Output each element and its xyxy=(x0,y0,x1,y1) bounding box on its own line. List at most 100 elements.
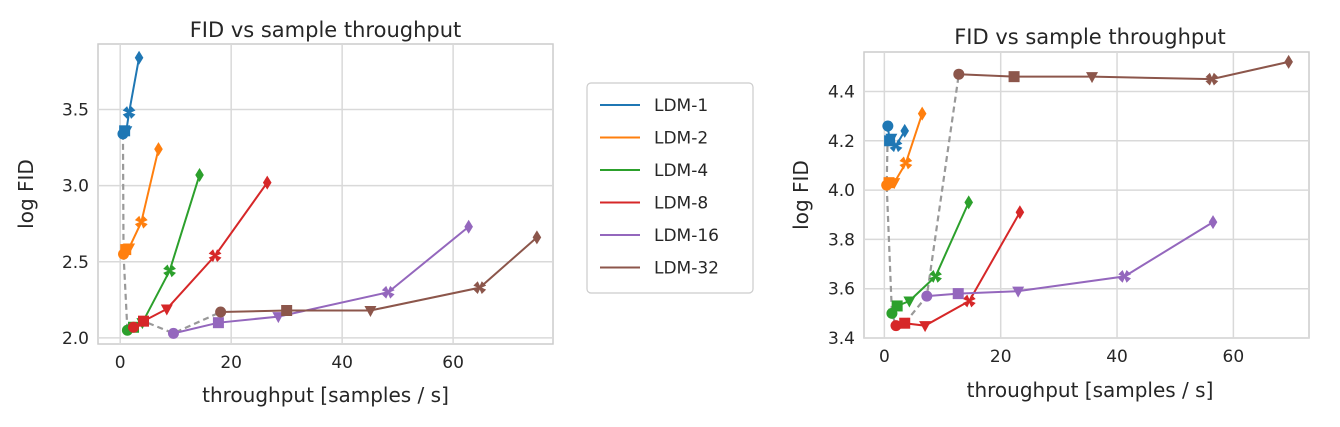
right-point-ldm-8-x xyxy=(962,294,976,308)
right-chart-title: FID vs sample throughput xyxy=(954,25,1226,49)
right-y-tick-label: 4.2 xyxy=(828,132,855,152)
right-point-ldm-2-x xyxy=(899,156,913,170)
right-point-ldm-16-x xyxy=(1118,269,1132,283)
left-point-ldm-8-x xyxy=(208,249,222,263)
left-x-tick-labels: 0 20 40 60 xyxy=(115,353,464,373)
left-point-ldm-16-x xyxy=(381,285,395,299)
right-point-ldm-8-diamond xyxy=(1015,205,1025,220)
left-y-tick-label: 2.5 xyxy=(62,253,89,273)
left-point-ldm-32-diamond xyxy=(532,230,542,245)
left-x-tick-label: 20 xyxy=(220,353,242,373)
right-point-ldm-32-triangle-down xyxy=(1086,72,1099,84)
left-series-ldm-1 xyxy=(117,50,144,140)
right-point-ldm-4-square xyxy=(891,300,903,312)
left-point-ldm-1-diamond xyxy=(134,50,144,65)
left-y-axis-label: log FID xyxy=(14,159,38,229)
left-point-ldm-16-square xyxy=(212,317,224,329)
right-point-ldm-1-diamond xyxy=(900,123,910,138)
left-point-ldm-8-square xyxy=(138,315,149,327)
left-point-ldm-2-triangle-down xyxy=(123,243,136,255)
left-point-ldm-16-circle xyxy=(167,327,179,339)
left-point-ldm-16-diamond xyxy=(464,219,473,234)
right-point-ldm-8-triangle-down xyxy=(919,321,932,333)
left-y-tick-label: 2.0 xyxy=(62,329,89,349)
right-series-ldm-16 xyxy=(921,215,1218,302)
left-x-tick-label: 60 xyxy=(442,353,464,373)
left-point-ldm-1-x xyxy=(122,106,136,119)
right-y-tick-label: 3.8 xyxy=(828,230,855,250)
right-x-tick-label: 60 xyxy=(1223,347,1245,367)
right-plot-area xyxy=(863,51,1310,339)
right-series-ldm-32 xyxy=(953,54,1293,86)
right-point-ldm-1-triangle-down xyxy=(885,133,898,145)
right-x-tick-label: 20 xyxy=(990,347,1012,367)
left-point-ldm-1-triangle-down xyxy=(120,126,133,138)
legend-item-ldm-16: LDM-16 xyxy=(600,226,719,246)
left-x-axis-label: throughput [samples / s] xyxy=(202,383,449,407)
right-point-ldm-32-square xyxy=(1008,71,1020,83)
left-series-ldm-2 xyxy=(118,142,163,260)
right-point-ldm-1-x xyxy=(889,139,903,153)
right-series-ldm-4 xyxy=(886,195,974,319)
right-gridlines xyxy=(864,52,1309,339)
legend-label-ldm-2: LDM-2 xyxy=(654,129,708,149)
left-point-ldm-32-square xyxy=(281,304,293,316)
left-chart-title: FID vs sample throughput xyxy=(190,18,462,42)
right-y-axis-label: log FID xyxy=(789,160,813,230)
right-x-axis-label: throughput [samples / s] xyxy=(967,378,1214,402)
left-point-ldm-8-circle xyxy=(128,321,140,333)
legend: LDM-1 LDM-2 LDM-4 LDM-8 LDM-16 LDM-32 xyxy=(586,82,754,294)
right-y-tick-labels: 3.4 3.6 3.8 4.0 4.2 4.4 xyxy=(828,82,855,349)
left-series-ldm-8 xyxy=(128,175,272,333)
legend-item-ldm-2: LDM-2 xyxy=(600,129,708,149)
left-point-ldm-32-triangle-down xyxy=(364,305,377,317)
right-y-tick-label: 4.0 xyxy=(828,181,855,201)
left-point-ldm-8-diamond xyxy=(262,175,272,190)
right-point-ldm-16-circle xyxy=(921,290,933,302)
right-point-ldm-32-x xyxy=(1205,72,1219,86)
right-x-tick-label: 0 xyxy=(879,347,890,367)
left-point-ldm-2-x xyxy=(134,215,148,229)
right-series-group xyxy=(881,54,1293,333)
left-chart-panel: 0 20 40 60 2.0 2.5 3.0 3.5 FID vs sample throu… xyxy=(14,18,554,407)
left-point-ldm-4-x xyxy=(163,264,176,278)
legend-label-ldm-8: LDM-8 xyxy=(654,194,708,214)
right-series-ldm-2 xyxy=(881,106,927,191)
right-point-ldm-8-circle xyxy=(890,320,902,332)
right-point-ldm-2-square xyxy=(883,177,895,189)
legend-item-ldm-4: LDM-4 xyxy=(600,161,708,181)
left-y-tick-label: 3.5 xyxy=(62,100,89,120)
legend-item-ldm-8: LDM-8 xyxy=(600,194,708,214)
right-x-tick-labels: 0 20 40 60 xyxy=(879,347,1244,367)
right-y-tick-label: 3.4 xyxy=(828,329,855,349)
right-chart-panel: 0 20 40 60 3.4 3.6 3.8 4.0 4.2 4.4 FID vs sample… xyxy=(789,25,1310,402)
right-point-ldm-2-triangle-down xyxy=(888,178,901,190)
left-point-ldm-2-diamond xyxy=(154,142,163,157)
left-point-ldm-2-square xyxy=(120,244,132,256)
left-point-ldm-32-circle xyxy=(215,306,227,318)
left-x-tick-label: 0 xyxy=(115,353,126,373)
right-point-ldm-2-diamond xyxy=(917,106,927,121)
legend-item-ldm-32: LDM-32 xyxy=(600,259,719,279)
right-series-ldm-1 xyxy=(882,120,910,153)
left-x-tick-label: 40 xyxy=(331,353,353,373)
legend-label-ldm-4: LDM-4 xyxy=(654,161,708,181)
right-point-ldm-4-triangle-down xyxy=(903,296,916,308)
right-point-ldm-1-circle xyxy=(882,120,894,132)
right-point-ldm-32-diamond xyxy=(1284,54,1293,69)
right-y-tick-label: 3.6 xyxy=(828,280,855,300)
left-series-group xyxy=(117,50,542,339)
legend-label-ldm-32: LDM-32 xyxy=(654,259,719,279)
right-x-tick-label: 40 xyxy=(1106,347,1128,367)
left-y-tick-label: 3.0 xyxy=(62,177,89,197)
right-point-ldm-16-diamond xyxy=(1208,215,1218,230)
left-y-tick-labels: 2.0 2.5 3.0 3.5 xyxy=(62,100,89,348)
right-point-ldm-4-diamond xyxy=(964,195,974,210)
right-series-ldm-8 xyxy=(890,205,1025,333)
left-plot-area xyxy=(97,43,554,345)
right-point-ldm-16-triangle-down xyxy=(1012,286,1025,298)
left-point-ldm-8-triangle-down xyxy=(160,304,173,316)
right-point-ldm-4-x xyxy=(929,269,942,283)
right-y-tick-label: 4.4 xyxy=(828,82,855,102)
